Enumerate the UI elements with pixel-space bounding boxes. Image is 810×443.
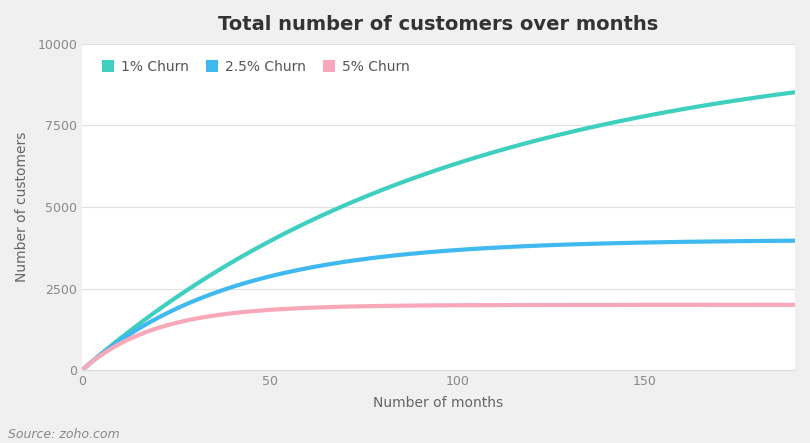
- 5% Churn: [790, 302, 799, 307]
- Line: 2.5% Churn: 2.5% Churn: [82, 241, 795, 370]
- 5% Churn: [365, 303, 375, 309]
- Line: 1% Churn: 1% Churn: [82, 92, 795, 370]
- 1% Churn: [77, 367, 87, 373]
- X-axis label: Number of months: Number of months: [373, 396, 504, 410]
- 2.5% Churn: [77, 367, 87, 373]
- 2.5% Churn: [391, 253, 401, 258]
- 5% Churn: [567, 302, 577, 307]
- 2.5% Churn: [790, 238, 799, 243]
- Y-axis label: Number of customers: Number of customers: [15, 132, 29, 282]
- 2.5% Churn: [365, 256, 375, 261]
- Title: Total number of customers over months: Total number of customers over months: [219, 15, 659, 34]
- 2.5% Churn: [150, 317, 160, 322]
- 1% Churn: [790, 89, 799, 95]
- Legend: 1% Churn, 2.5% Churn, 5% Churn: 1% Churn, 2.5% Churn, 5% Churn: [96, 54, 416, 79]
- 2.5% Churn: [633, 240, 643, 245]
- Text: Source: zoho.com: Source: zoho.com: [8, 428, 120, 441]
- 5% Churn: [633, 302, 643, 307]
- 1% Churn: [633, 115, 643, 120]
- 1% Churn: [150, 310, 160, 315]
- Line: 5% Churn: 5% Churn: [82, 305, 795, 370]
- 5% Churn: [77, 367, 87, 373]
- 2.5% Churn: [567, 242, 577, 247]
- 1% Churn: [391, 182, 401, 187]
- 1% Churn: [567, 129, 577, 134]
- 5% Churn: [391, 303, 401, 308]
- 5% Churn: [150, 326, 160, 332]
- 1% Churn: [365, 192, 375, 197]
- 1% Churn: [646, 113, 656, 118]
- 5% Churn: [646, 302, 656, 307]
- 2.5% Churn: [646, 240, 656, 245]
